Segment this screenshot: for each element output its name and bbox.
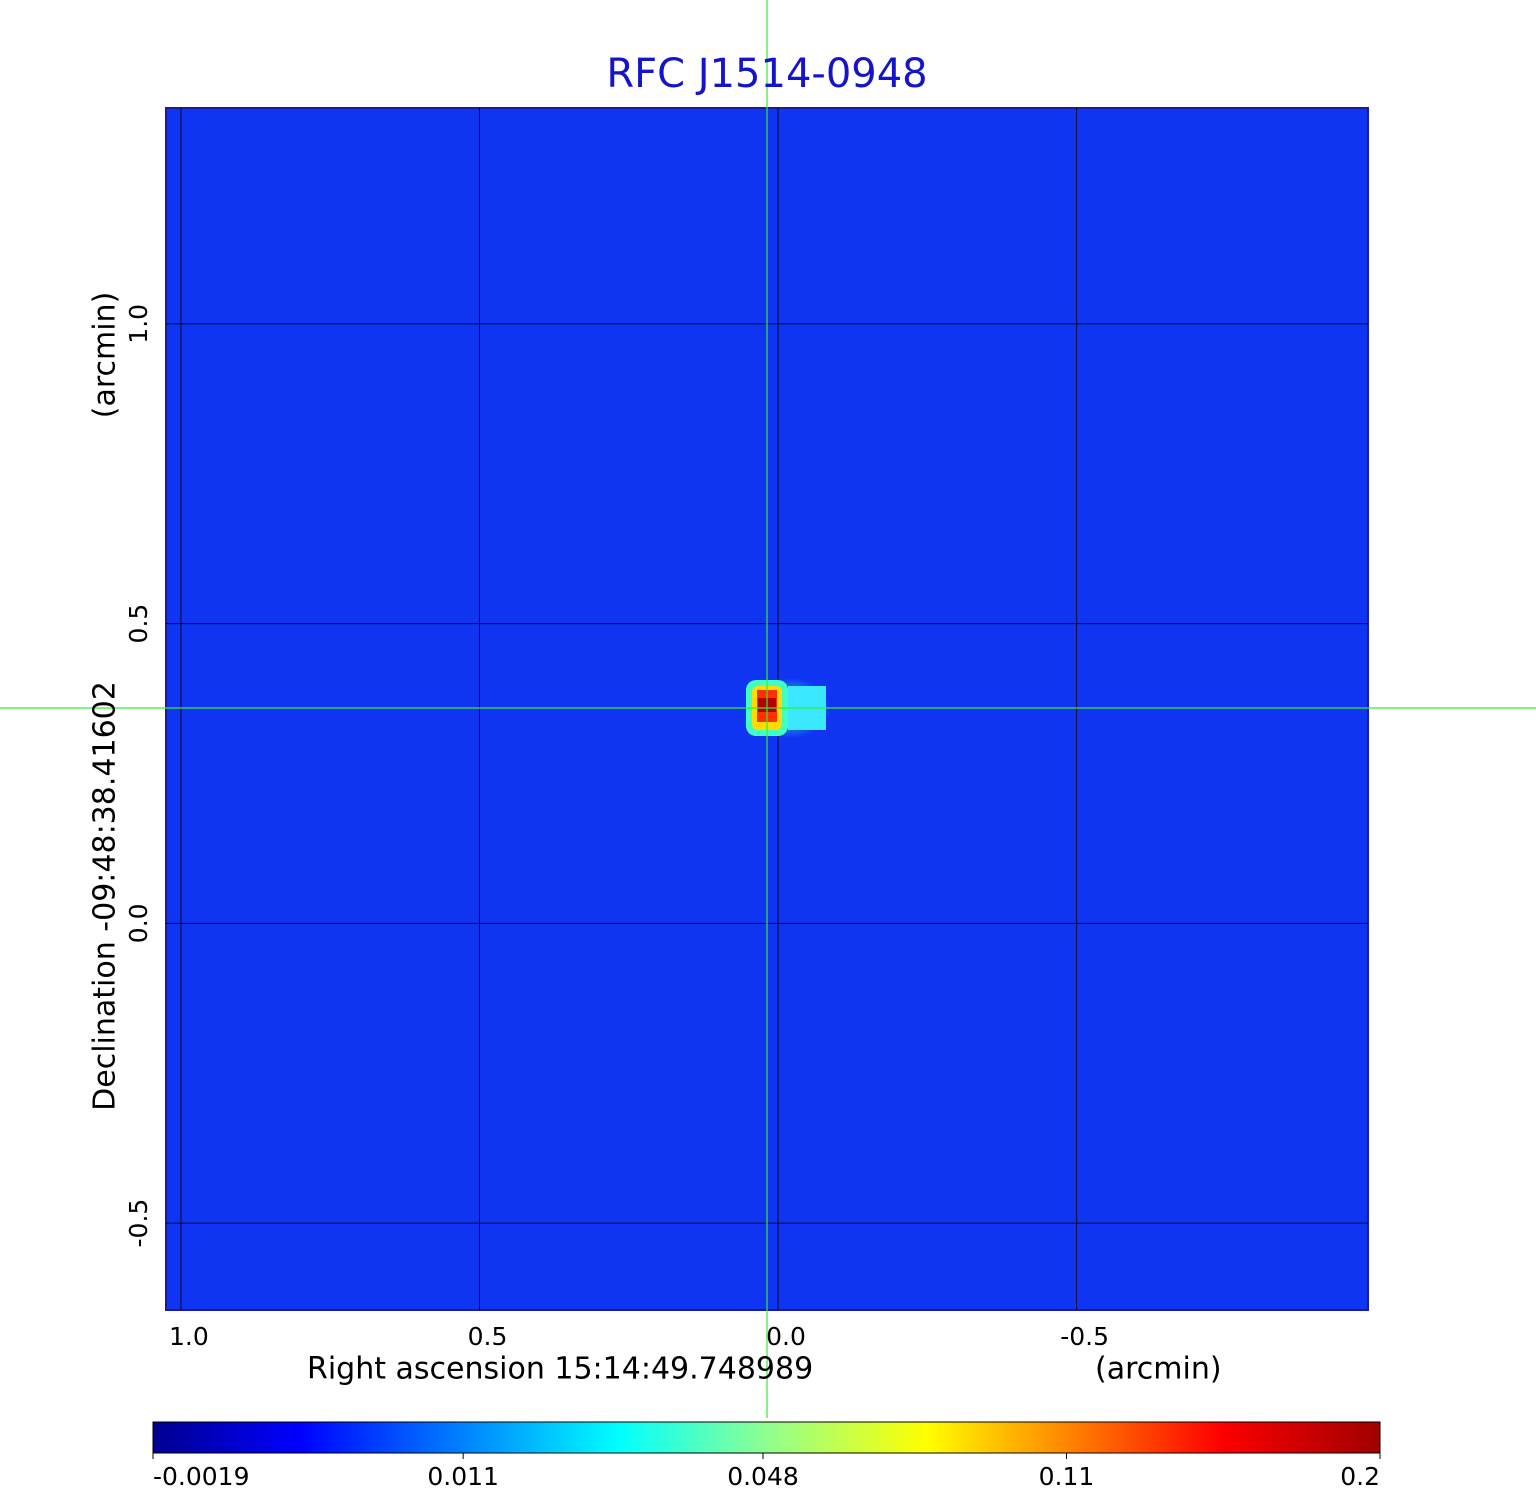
- y-axis-label: Declination -09:48:38.41602: [88, 681, 123, 1111]
- x-tick-label: -0.5: [1060, 1322, 1109, 1351]
- y-tick-label: 0.5: [124, 604, 153, 644]
- colorbar-tick-label: 0.011: [427, 1462, 499, 1491]
- y-tick-label: -0.5: [124, 1199, 153, 1248]
- x-axis-label: Right ascension 15:14:49.748989: [307, 1352, 813, 1387]
- colorbar: [152, 1421, 1381, 1454]
- y-tick-label: 1.0: [124, 304, 153, 344]
- x-axis-unit: (arcmin): [1095, 1352, 1222, 1387]
- chart-title: RFC J1514-0948: [606, 51, 927, 97]
- colorbar-tick-label: -0.0019: [153, 1462, 250, 1491]
- y-axis-unit: (arcmin): [88, 292, 123, 419]
- y-tick-label: 0.0: [124, 903, 153, 943]
- x-tick-label: 1.0: [169, 1322, 209, 1351]
- x-tick-label: 0.5: [468, 1322, 508, 1351]
- colorbar-tick-label: 0.2: [1340, 1462, 1380, 1491]
- x-tick-label: 0.0: [766, 1322, 806, 1351]
- colorbar-tick-label: 0.048: [727, 1462, 799, 1491]
- colorbar-tick-label: 0.11: [1039, 1462, 1095, 1491]
